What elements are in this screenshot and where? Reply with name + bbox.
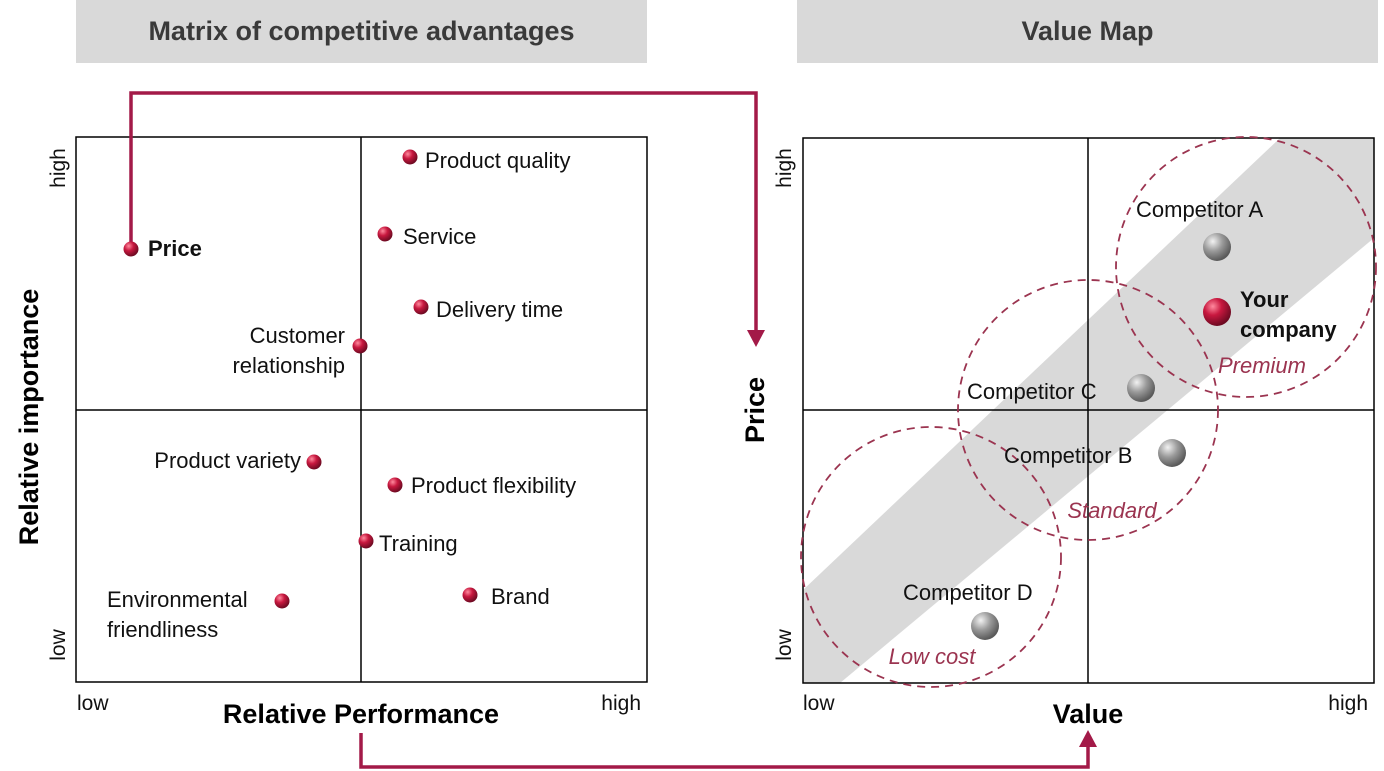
connector-arrow-top — [129, 91, 765, 347]
left-y-low-label: low — [47, 628, 70, 660]
matrix-points: Product quality Price Service Delivery t… — [107, 148, 576, 642]
value-map-title: Value Map — [797, 0, 1378, 63]
label-competitor-c: Competitor C — [967, 379, 1097, 404]
right-x-low-label: low — [803, 692, 835, 715]
point-product-flexibility — [387, 477, 403, 493]
point-price — [123, 241, 139, 257]
segment-label-standard: Standard — [1067, 498, 1157, 523]
label-environmental-friendliness-line2: friendliness — [107, 617, 218, 642]
point-competitor-c — [1127, 374, 1155, 402]
label-price: Price — [148, 236, 202, 261]
label-environmental-friendliness-line1: Environmental — [107, 587, 248, 612]
point-environmental-friendliness — [274, 593, 290, 609]
point-competitor-b — [1158, 439, 1186, 467]
point-brand — [462, 587, 478, 603]
matrix-frame — [75, 136, 648, 683]
label-training: Training — [379, 531, 458, 556]
label-product-flexibility: Product flexibility — [411, 473, 576, 498]
premium-circle — [1115, 136, 1377, 398]
label-product-quality: Product quality — [425, 148, 571, 173]
matrix-title: Matrix of competitive advantages — [76, 0, 647, 63]
label-competitor-a: Competitor A — [1136, 197, 1263, 222]
label-your-company-line2: company — [1240, 317, 1337, 342]
point-customer-relationship — [352, 338, 368, 354]
right-x-axis-title: Value — [1053, 699, 1124, 729]
label-competitor-b: Competitor B — [1004, 443, 1132, 468]
point-product-variety — [306, 454, 322, 470]
value-map-points: Competitor A Your company Competitor C C… — [903, 197, 1337, 640]
point-product-quality — [402, 149, 418, 165]
right-x-high-label: high — [1328, 692, 1368, 715]
segment-label-premium: Premium — [1218, 353, 1306, 378]
segment-label-low-cost: Low cost — [889, 644, 977, 669]
point-training — [358, 533, 374, 549]
low-cost-circle — [800, 426, 1062, 688]
connector-arrow-bottom — [359, 730, 1097, 769]
label-product-variety: Product variety — [154, 448, 301, 473]
point-delivery-time — [413, 299, 429, 315]
standard-circle — [957, 279, 1219, 541]
point-competitor-d — [971, 612, 999, 640]
left-y-high-label: high — [47, 148, 70, 188]
point-your-company — [1203, 298, 1231, 326]
right-y-high-label: high — [773, 148, 796, 188]
label-customer-relationship-line1: Customer — [250, 323, 345, 348]
label-service: Service — [403, 224, 476, 249]
left-x-low-label: low — [77, 692, 109, 715]
label-customer-relationship-line2: relationship — [232, 353, 345, 378]
point-competitor-a — [1203, 233, 1231, 261]
right-y-axis-title: Price — [740, 377, 770, 443]
right-y-low-label: low — [773, 628, 796, 660]
point-service — [377, 226, 393, 242]
label-brand: Brand — [491, 584, 550, 609]
label-your-company-line1: Your — [1240, 287, 1289, 312]
left-y-axis-title: Relative importance — [14, 289, 44, 546]
left-x-high-label: high — [601, 692, 641, 715]
left-x-axis-title: Relative Performance — [223, 699, 499, 729]
label-competitor-d: Competitor D — [903, 580, 1033, 605]
label-delivery-time: Delivery time — [436, 297, 563, 322]
value-map-frame — [802, 137, 1375, 684]
